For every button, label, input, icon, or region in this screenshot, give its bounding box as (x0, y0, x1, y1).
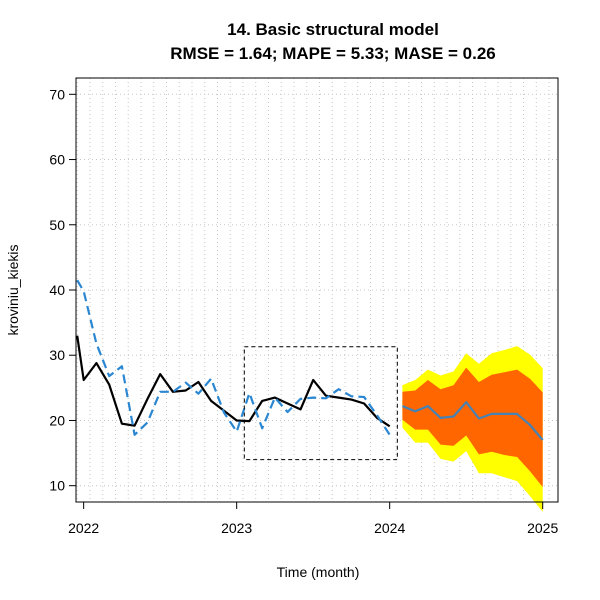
forecast-intervals (402, 346, 543, 512)
y-tick-label: 40 (49, 282, 65, 298)
x-tick-label: 2024 (374, 520, 405, 536)
y-tick-label: 70 (49, 86, 65, 102)
y-tick-label: 50 (49, 217, 65, 233)
chart-subtitle: RMSE = 1.64; MAPE = 5.33; MASE = 0.26 (170, 44, 496, 63)
highlight-box (243, 346, 398, 461)
y-tick-label: 10 (49, 478, 65, 494)
y-tick-label: 30 (49, 347, 65, 363)
y-tick-label: 60 (49, 152, 65, 168)
x-tick-label: 2025 (527, 520, 558, 536)
series-line-actual (76, 335, 391, 428)
y-tick-label: 20 (49, 412, 65, 428)
x-tick-label: 2022 (68, 520, 99, 536)
prediction-band-inner (402, 367, 543, 487)
series-line-forecast (401, 401, 544, 441)
highlight-box-layer (243, 346, 398, 461)
series-lines (76, 279, 544, 441)
grid (76, 78, 558, 502)
axes: 2022 2023 2024 2025 10 20 30 40 50 60 70 (49, 86, 558, 536)
y-axis-label: kroviniu_kiekis (5, 244, 21, 335)
series-line-fitted (76, 279, 391, 436)
chart-title: 14. Basic structural model (227, 20, 439, 39)
x-axis-label: Time (month) (277, 564, 360, 580)
x-tick-label: 2023 (221, 520, 252, 536)
